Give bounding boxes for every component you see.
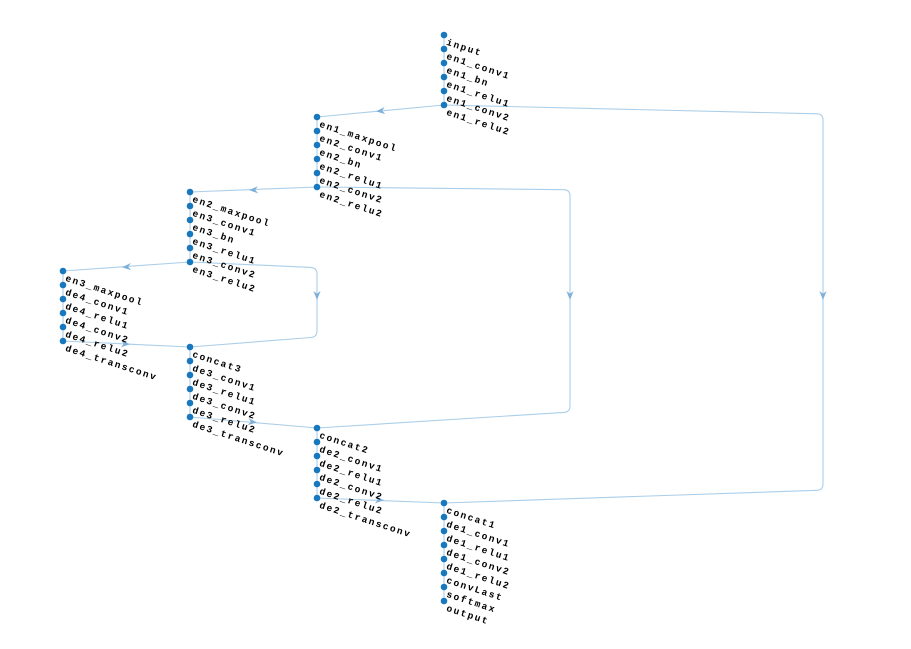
node-en2-maxpool [186,188,194,196]
edge-skip-en2-relu2-to-concat2 [316,186,571,429]
node-en2-bn [313,141,321,149]
node-de3-conv1 [186,357,194,365]
node-output [440,597,448,605]
node-en2-conv2 [313,169,321,177]
node-de2-conv1 [313,438,321,446]
node-en3-maxpool [59,267,67,275]
skip-edges [189,104,824,504]
node-concat1 [440,499,448,507]
node-convLast [440,569,448,577]
arrowheads [120,106,827,504]
node-en1-maxpool [313,113,321,121]
arrowhead-icon [313,291,321,300]
node-de4-conv2 [59,309,67,317]
node-de1-relu1 [440,527,448,535]
node-en1-relu2 [440,101,448,109]
node-en3-bn [186,216,194,224]
node-en2-conv1 [313,127,321,135]
arrowhead-icon [566,291,574,300]
node-de1-conv1 [440,513,448,521]
arrowhead-icon [122,263,132,271]
node-en1-relu1 [440,73,448,81]
node-de3-relu1 [186,371,194,379]
node-de3-conv2 [186,385,194,393]
node-de4-transconv [59,337,67,345]
node-concat3 [186,343,194,351]
node-de4-relu2 [59,323,67,331]
edge-skip-en3-relu2-to-concat3 [189,261,318,348]
node-en1-conv2 [440,87,448,95]
node-concat2 [313,424,321,432]
arrowhead-icon [247,417,257,426]
node-de2-relu2 [313,480,321,488]
arrowhead-icon [819,291,827,300]
node-en3-conv1 [186,202,194,210]
node-de3-transconv [186,413,194,421]
node-softmax [440,583,448,591]
node-de2-transconv [313,494,321,502]
node-de2-conv2 [313,466,321,474]
arrowhead-icon [249,186,259,194]
node-en1-bn [440,59,448,67]
node-de4-relu1 [59,295,67,303]
node-de1-relu2 [440,555,448,563]
node-en3-relu1 [186,230,194,238]
node-de1-conv2 [440,541,448,549]
node-de2-relu1 [313,452,321,460]
nodes [59,31,448,605]
node-de3-relu2 [186,399,194,407]
edge-skip-en1-relu2-to-concat1 [443,104,824,504]
node-input [440,31,448,39]
arrowhead-icon [120,340,130,348]
node-en2-relu2 [313,183,321,191]
node-en3-relu2 [186,258,194,266]
arrowhead-icon [376,106,386,115]
node-en1-conv1 [440,45,448,53]
node-de4-conv1 [59,281,67,289]
node-en2-relu1 [313,155,321,163]
arrowhead-icon [374,496,384,504]
node-en3-conv2 [186,244,194,252]
